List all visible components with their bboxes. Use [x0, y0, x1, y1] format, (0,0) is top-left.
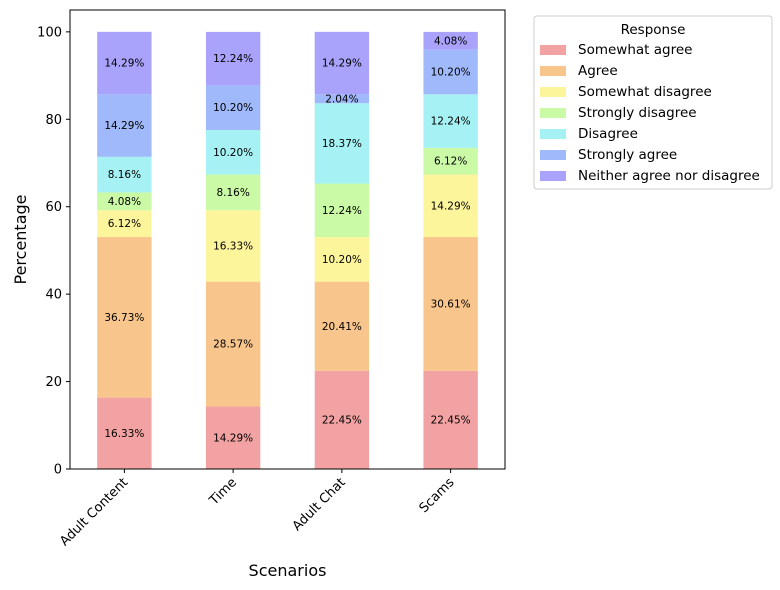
- data-label: 2.04%: [325, 93, 358, 105]
- data-label: 12.24%: [213, 53, 253, 65]
- bar-segment: [97, 156, 152, 193]
- data-label: 14.29%: [322, 58, 362, 70]
- legend-frame: [533, 15, 773, 190]
- bar-segment: [97, 397, 152, 469]
- bar-segment: [314, 281, 370, 371]
- legend-swatch: [540, 87, 566, 97]
- bar-segment: [205, 174, 261, 211]
- bar-segment: [314, 237, 370, 282]
- y-tick-label: 100: [37, 25, 62, 40]
- legend-swatch: [540, 171, 566, 181]
- data-label: 8.16%: [216, 187, 249, 199]
- bar-segment: [97, 94, 152, 157]
- bar-segment: [423, 237, 478, 371]
- data-label: 14.29%: [431, 200, 471, 212]
- y-tick-label: 60: [45, 200, 62, 215]
- y-tick-label: 20: [45, 375, 62, 390]
- legend-swatch: [540, 150, 566, 160]
- bar-segment: [205, 31, 261, 86]
- data-label: 4.08%: [108, 196, 141, 208]
- data-label: 20.41%: [322, 321, 362, 333]
- data-label: 6.12%: [108, 218, 141, 230]
- bar-segment: [423, 147, 478, 175]
- legend-entry-label: Strongly agree: [578, 147, 677, 163]
- bar-segment: [314, 183, 370, 238]
- data-label: 12.24%: [431, 116, 471, 128]
- legend-swatch: [540, 66, 566, 76]
- legend-items: Somewhat agree Agree Somewhat disagree Stro…: [540, 42, 760, 184]
- x-axis-title: Scenarios: [249, 561, 327, 580]
- bar-segment: [205, 406, 261, 469]
- data-label: 28.57%: [213, 339, 253, 351]
- legend-title: Response: [621, 22, 686, 38]
- legend-entry-label: Somewhat disagree: [578, 84, 712, 100]
- bar-segment: [205, 85, 261, 130]
- x-tick-label: Scams: [417, 475, 458, 516]
- bars-layer: [97, 31, 478, 469]
- bar-segment: [97, 192, 152, 211]
- data-label: 22.45%: [431, 414, 471, 426]
- legend-entry-label: Agree: [578, 63, 618, 79]
- x-tick-label: Time: [206, 475, 240, 509]
- legend-entry-label: Strongly disagree: [578, 105, 697, 121]
- data-label: 14.29%: [104, 120, 144, 132]
- legend-entry-label: Neither agree nor disagree: [578, 168, 760, 184]
- bar-segment: [314, 370, 370, 469]
- bar-segment: [97, 31, 152, 95]
- legend-swatch: [540, 45, 566, 55]
- data-label: 22.45%: [322, 414, 362, 426]
- data-label: 14.29%: [104, 58, 144, 70]
- legend-entry-label: Somewhat agree: [578, 42, 692, 58]
- legend-swatch: [540, 108, 566, 118]
- y-tick-label: 40: [45, 288, 62, 303]
- bar-segment: [423, 31, 478, 50]
- data-label: 10.20%: [431, 67, 471, 79]
- x-tick-label: Adult Chat: [290, 475, 349, 534]
- bar-segment: [205, 281, 261, 407]
- data-label: 12.24%: [322, 205, 362, 217]
- data-label: 10.20%: [322, 254, 362, 266]
- bar-segment: [205, 210, 261, 282]
- bar-segment: [423, 49, 478, 95]
- bar-segment: [423, 370, 478, 469]
- data-label: 36.73%: [104, 312, 144, 324]
- data-label: 14.29%: [213, 432, 253, 444]
- y-axis-title: Percentage: [11, 194, 30, 284]
- bar-segment: [314, 103, 370, 184]
- data-label: 8.16%: [108, 169, 141, 181]
- y-tick-label: 80: [45, 113, 62, 128]
- bar-segment: [423, 94, 478, 148]
- x-axis: Adult Content Time Adult Chat Scams: [57, 469, 458, 549]
- data-labels-layer: 16.33% 14.29% 22.45% 22.45% 36.73% 28.57% 20.4…: [104, 35, 470, 444]
- bar-segment: [314, 31, 370, 95]
- legend-entry-label: Disagree: [578, 126, 638, 142]
- data-label: 6.12%: [434, 156, 467, 168]
- x-tick-label: Adult Content: [57, 475, 131, 549]
- data-label: 18.37%: [322, 138, 362, 150]
- legend: Response Somewhat agree Agree Somewhat dis…: [533, 15, 773, 190]
- data-label: 10.20%: [213, 147, 253, 159]
- y-axis: 0 20 40 60 80 100: [37, 25, 70, 478]
- plot-frame: [69, 9, 506, 470]
- bar-segment: [314, 94, 370, 104]
- data-label: 16.33%: [213, 240, 253, 252]
- bar-segment: [205, 129, 261, 175]
- bar-segment: [97, 210, 152, 238]
- data-label: 4.08%: [434, 35, 467, 47]
- data-label: 30.61%: [431, 298, 471, 310]
- bar-segment: [97, 237, 152, 398]
- data-label: 16.33%: [104, 428, 144, 440]
- data-label: 10.20%: [213, 102, 253, 114]
- bar-segment: [423, 174, 478, 238]
- legend-swatch: [540, 129, 566, 139]
- y-tick-label: 0: [54, 463, 62, 478]
